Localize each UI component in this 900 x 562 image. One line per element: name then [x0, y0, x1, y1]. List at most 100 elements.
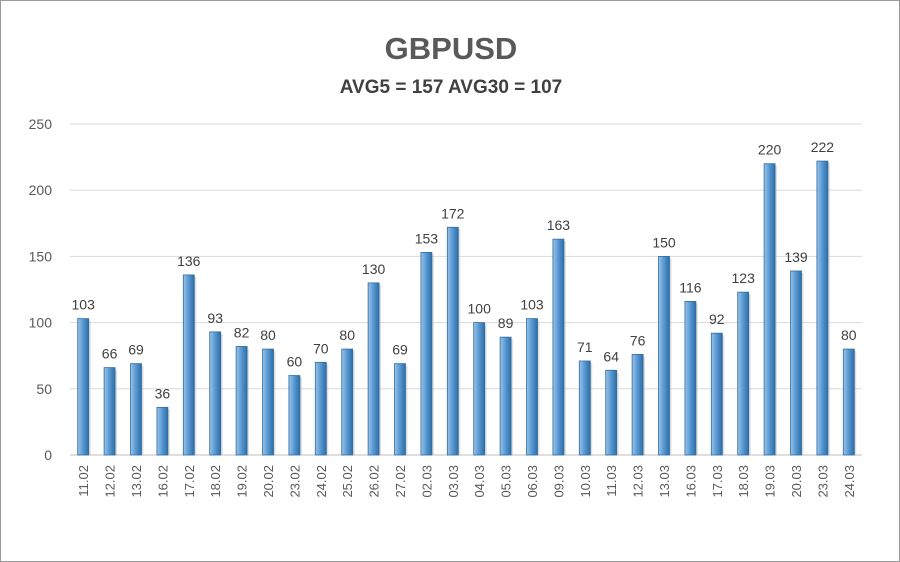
data-label: 80 — [260, 327, 276, 343]
x-tick-label: 17.02 — [182, 465, 197, 498]
y-tick-label: 100 — [29, 315, 53, 331]
data-label: 69 — [392, 342, 408, 358]
data-label: 103 — [72, 297, 96, 313]
bar-24.02 — [314, 361, 327, 456]
x-tick-label: 17.03 — [710, 465, 725, 498]
y-tick-label: 50 — [36, 381, 52, 397]
x-tick-label: 05.03 — [499, 465, 514, 498]
bar-10.03 — [578, 360, 591, 456]
data-label: 103 — [520, 297, 544, 313]
bar-12.03 — [631, 353, 644, 456]
bar-20.03 — [790, 270, 802, 456]
x-tick-label: 09.03 — [551, 465, 566, 498]
x-tick-label: 18.02 — [208, 465, 223, 498]
data-label: 116 — [679, 279, 702, 295]
x-tick-label: 20.03 — [789, 465, 804, 498]
bar-03.03 — [446, 226, 459, 456]
x-tick-label: 19.02 — [235, 465, 250, 498]
bar-17.02 — [182, 274, 195, 456]
x-tick-label: 03.03 — [446, 465, 461, 498]
x-tick-label: 25.02 — [340, 465, 355, 498]
bar-05.03 — [499, 336, 512, 456]
data-label: 80 — [841, 327, 857, 343]
data-label: 153 — [415, 230, 439, 246]
chart-title: GBPUSD — [384, 31, 518, 66]
data-label: 64 — [603, 348, 619, 364]
y-tick-label: 0 — [44, 447, 52, 463]
data-label: 163 — [547, 217, 571, 233]
x-tick-label: 24.03 — [842, 465, 857, 498]
bar-19.02 — [235, 346, 248, 456]
x-tick-label: 19.03 — [763, 465, 778, 498]
data-label: 80 — [339, 327, 355, 343]
bar-12.02 — [103, 367, 116, 456]
data-label: 136 — [177, 253, 201, 269]
x-tick-label: 20.02 — [261, 465, 276, 498]
data-label: 92 — [709, 311, 725, 327]
bar-20.02 — [262, 348, 274, 456]
grid-lines — [70, 123, 862, 456]
bar-02.03 — [420, 252, 433, 456]
y-axis-ticks: 0 50 100 150 200 250 — [29, 116, 53, 463]
chart-subtitle: AVG5 = 157 AVG30 = 107 — [339, 77, 563, 98]
data-label: 172 — [441, 205, 465, 221]
data-label: 123 — [732, 270, 756, 286]
x-tick-label: 27.02 — [393, 465, 408, 498]
data-label: 82 — [234, 324, 250, 340]
x-tick-label: 26.02 — [367, 465, 382, 498]
x-tick-label: 16.03 — [683, 465, 698, 498]
bar-18.03 — [737, 291, 750, 456]
bar-26.02 — [367, 282, 380, 456]
data-label: 100 — [468, 301, 492, 317]
bar-23.02 — [288, 375, 301, 456]
data-label: 36 — [155, 385, 171, 401]
bar-13.02 — [130, 363, 142, 456]
x-tick-label: 06.03 — [525, 465, 540, 498]
bar-11.03 — [605, 369, 618, 456]
x-tick-label: 12.02 — [103, 465, 118, 498]
x-tick-label: 18.03 — [736, 465, 751, 498]
x-tick-label: 13.03 — [657, 465, 672, 498]
bars — [77, 160, 857, 456]
x-tick-label: 13.02 — [129, 465, 144, 498]
x-tick-label: 24.02 — [314, 465, 329, 498]
x-tick-label: 11.02 — [76, 465, 91, 497]
x-tick-label: 23.03 — [815, 465, 830, 498]
bar-09.03 — [552, 238, 565, 456]
data-label: 69 — [128, 342, 144, 358]
bar-24.03 — [842, 348, 855, 456]
x-tick-label: 16.02 — [155, 465, 170, 498]
data-label: 150 — [652, 234, 676, 250]
data-label: 89 — [498, 315, 514, 331]
data-label: 60 — [287, 354, 303, 370]
bar-25.02 — [341, 348, 354, 456]
bar-13.03 — [658, 255, 670, 456]
bar-19.03 — [763, 163, 776, 456]
data-label: 139 — [784, 249, 808, 265]
data-label: 220 — [758, 142, 782, 158]
data-label: 70 — [313, 340, 329, 356]
data-label: 130 — [362, 261, 386, 277]
bar-23.03 — [816, 160, 829, 456]
data-label: 93 — [207, 310, 223, 326]
bar-27.02 — [394, 363, 406, 456]
bar-06.03 — [526, 318, 538, 456]
x-tick-label: 11.03 — [604, 465, 619, 497]
bar-04.03 — [473, 322, 486, 456]
x-tick-label: 12.03 — [631, 465, 646, 498]
y-tick-label: 200 — [29, 182, 53, 198]
data-label: 66 — [102, 346, 118, 362]
bar-18.02 — [209, 331, 222, 456]
x-tick-label: 23.02 — [287, 465, 302, 498]
x-axis-ticks: 11.02 12.02 13.02 16.02 17.02 18.02 19.02 20.02… — [76, 465, 857, 498]
x-tick-label: 04.03 — [472, 465, 487, 498]
bar-16.02 — [156, 406, 169, 456]
data-label: 76 — [630, 332, 646, 348]
x-tick-label: 10.03 — [578, 465, 593, 498]
x-tick-label: 02.03 — [419, 465, 434, 498]
y-tick-label: 150 — [29, 248, 53, 264]
bar-16.03 — [684, 301, 697, 456]
y-tick-label: 250 — [29, 116, 53, 132]
